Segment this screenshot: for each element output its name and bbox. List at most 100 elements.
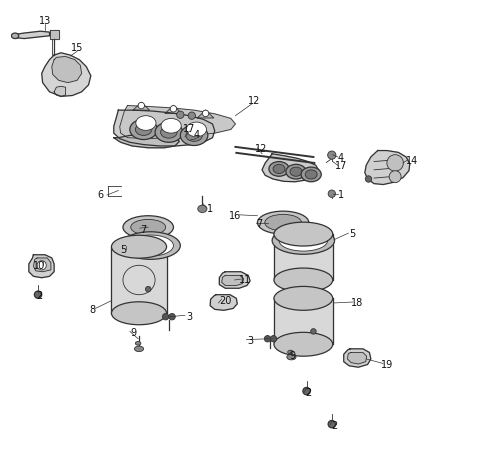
Ellipse shape [328,190,336,197]
Ellipse shape [111,235,167,258]
Polygon shape [15,31,49,39]
Polygon shape [54,86,66,96]
Text: 17: 17 [335,161,347,171]
Ellipse shape [169,313,175,320]
Ellipse shape [301,167,321,182]
Polygon shape [344,349,371,367]
Text: 16: 16 [229,211,241,221]
Ellipse shape [272,227,335,254]
Ellipse shape [303,387,310,395]
Text: 18: 18 [351,298,363,308]
Ellipse shape [305,170,317,179]
Text: 3: 3 [247,336,253,346]
Ellipse shape [264,336,271,342]
Polygon shape [262,154,319,182]
Ellipse shape [177,111,184,118]
Polygon shape [133,102,150,110]
Ellipse shape [186,129,203,141]
Polygon shape [114,134,180,148]
Ellipse shape [161,118,181,133]
Ellipse shape [135,341,141,345]
Polygon shape [348,353,367,364]
Text: 17: 17 [183,123,196,134]
Text: 2: 2 [36,291,42,301]
Polygon shape [274,298,333,344]
Polygon shape [52,56,82,83]
Text: 4: 4 [193,130,200,140]
Ellipse shape [274,268,333,292]
Ellipse shape [288,350,293,354]
Text: 12: 12 [254,144,267,154]
Polygon shape [29,255,54,278]
Ellipse shape [162,313,169,320]
Ellipse shape [12,33,19,39]
Ellipse shape [328,420,336,428]
Polygon shape [222,275,244,285]
Ellipse shape [274,332,333,356]
Ellipse shape [134,346,144,352]
Text: 19: 19 [381,360,393,370]
Ellipse shape [123,216,173,239]
Polygon shape [210,295,237,310]
Ellipse shape [290,167,302,176]
Ellipse shape [286,164,306,179]
Ellipse shape [274,222,333,246]
Text: 9: 9 [290,351,296,361]
Text: 4: 4 [338,153,344,163]
Ellipse shape [131,219,166,235]
Text: 10: 10 [33,261,45,271]
Ellipse shape [128,235,173,256]
Ellipse shape [269,162,289,176]
Ellipse shape [287,354,296,360]
Ellipse shape [130,119,157,140]
Ellipse shape [387,155,403,171]
Ellipse shape [279,230,328,251]
Text: 12: 12 [248,96,260,106]
Ellipse shape [170,106,177,112]
Polygon shape [114,110,215,146]
Polygon shape [165,106,182,113]
Ellipse shape [389,171,401,183]
Ellipse shape [35,291,42,298]
Ellipse shape [37,261,46,270]
Text: 1: 1 [338,190,344,200]
Ellipse shape [145,286,151,292]
Polygon shape [42,53,91,96]
Ellipse shape [311,329,316,334]
Text: 20: 20 [219,296,231,306]
Ellipse shape [138,102,144,109]
Ellipse shape [198,205,207,213]
Text: 15: 15 [71,43,83,53]
Text: 1: 1 [207,204,213,214]
Text: 5: 5 [349,229,356,239]
Text: 7: 7 [257,219,263,229]
Ellipse shape [270,336,276,342]
Polygon shape [120,106,235,139]
Ellipse shape [136,116,156,130]
Polygon shape [274,234,333,280]
Text: 13: 13 [39,16,51,26]
Ellipse shape [155,122,182,142]
Ellipse shape [265,214,301,231]
Polygon shape [219,272,250,288]
Polygon shape [197,110,214,118]
Ellipse shape [161,126,177,138]
Text: 6: 6 [97,190,103,200]
Polygon shape [34,258,51,272]
Ellipse shape [120,232,180,259]
Polygon shape [111,247,167,313]
Text: 5: 5 [120,245,126,255]
Text: 2: 2 [305,388,311,398]
Ellipse shape [274,286,333,310]
Polygon shape [49,30,59,39]
Polygon shape [365,151,410,185]
Text: 11: 11 [239,275,251,285]
Ellipse shape [135,123,152,135]
Ellipse shape [203,110,209,117]
Text: 8: 8 [89,305,95,315]
Text: 2: 2 [331,421,337,431]
Text: 7: 7 [141,224,147,235]
Ellipse shape [186,122,206,137]
Text: 14: 14 [406,156,418,166]
Text: 9: 9 [131,328,137,338]
